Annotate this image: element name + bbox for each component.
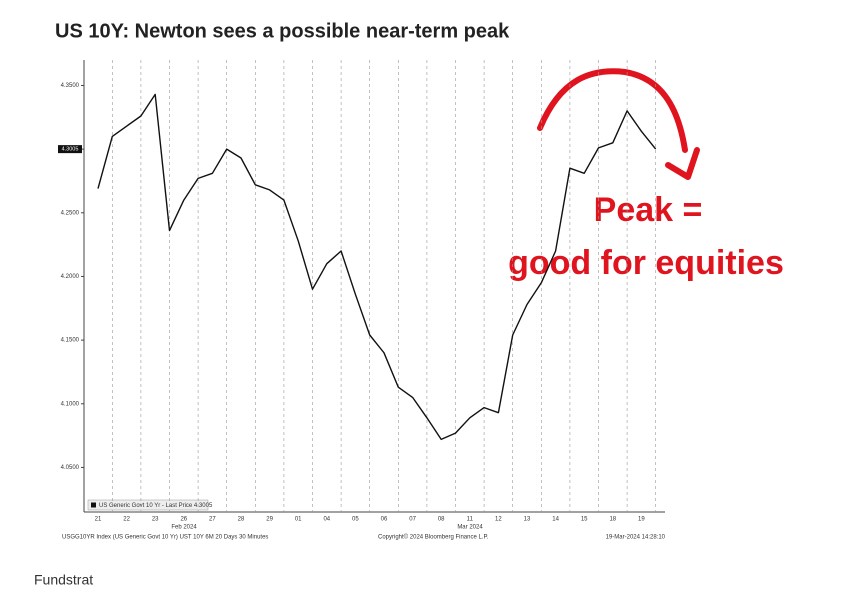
x-tick-label: 11	[467, 517, 474, 523]
x-tick-label: 19	[638, 517, 645, 523]
y-tick-label: 4.1500	[61, 338, 80, 344]
x-group-label: Feb 2024	[171, 525, 197, 531]
last-price-label: 4.3005	[62, 147, 79, 153]
legend-box	[87, 499, 209, 511]
x-tick-label: 07	[409, 517, 416, 523]
annotation-arc	[537, 68, 688, 153]
legend-swatch	[91, 502, 96, 508]
annotation: Peak =	[594, 191, 703, 229]
x-tick-label: 27	[209, 517, 216, 523]
x-tick-label: 08	[438, 517, 445, 523]
x-tick-label: 01	[295, 517, 302, 523]
footer-right: 19-Mar-2024 14:28:10	[606, 535, 666, 541]
footer-center: Copyright© 2024 Bloomberg Finance L.P.	[378, 534, 489, 541]
x-group-label: Mar 2024	[457, 525, 483, 531]
x-tick-label: 15	[581, 517, 588, 523]
footer-left: USGG10YR Index (US Generic Govt 10 Yr) U…	[62, 535, 268, 541]
legend-label: US Generic Govt 10 Yr - Last Price 4.300…	[99, 503, 213, 509]
x-tick-label: 29	[266, 517, 273, 523]
annotation-arrowhead	[665, 147, 700, 180]
x-tick-label: 04	[323, 517, 330, 523]
x-tick-label: 28	[238, 517, 245, 523]
annotation: good for equities	[508, 244, 784, 282]
y-tick-label: 4.2500	[61, 210, 80, 216]
caption: Fundstrat	[34, 572, 93, 588]
x-tick-label: 26	[180, 517, 187, 523]
last-price-tag	[58, 145, 82, 154]
y-tick-label: 4.3500	[61, 83, 80, 89]
x-tick-label: 23	[152, 517, 159, 523]
chart-frame	[55, 55, 667, 545]
y-tick-label: 4.1000	[61, 401, 80, 407]
price-line	[97, 93, 657, 441]
x-tick-label: 21	[95, 517, 102, 523]
page-title: US 10Y: Newton sees a possible near-term…	[55, 20, 510, 42]
x-tick-label: 06	[381, 517, 388, 523]
x-tick-label: 14	[552, 517, 559, 523]
x-tick-label: 22	[123, 517, 130, 523]
y-tick-label: 4.0500	[61, 465, 80, 471]
x-tick-label: 13	[524, 517, 531, 523]
x-tick-label: 12	[495, 517, 502, 523]
x-tick-label: 18	[609, 517, 616, 523]
x-tick-label: 05	[352, 517, 359, 523]
y-tick-label: 4.2000	[61, 274, 80, 280]
